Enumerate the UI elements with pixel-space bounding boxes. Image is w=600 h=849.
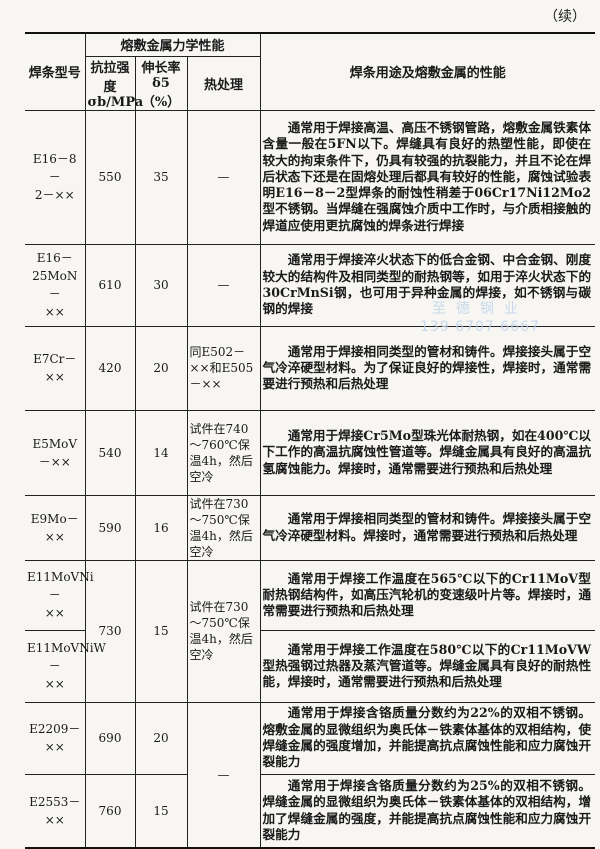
elongation-cell: 16 xyxy=(134,494,188,561)
header-description: 焊条用途及熔敷金属的性能 xyxy=(259,32,596,111)
tensile-cell: 550 xyxy=(84,109,136,245)
table-row: E16－8－ 2－×× 550 35 — 通常用于焊接高温、高压不锈钢管路，熔敷金… xyxy=(25,109,596,245)
heat-treatment-cell: 试件在730～750℃保温4h，然后空冷 xyxy=(186,559,261,703)
description-cell: 通常用于焊接工作温度在580℃以下的Cr11MoVW型热强钢过热器及蒸汽管道等。… xyxy=(259,629,596,703)
table-row: E5MoV－×× 540 14 试件在740～760℃保温4h，然后空冷 通常用… xyxy=(25,409,596,496)
model-cell: E11MoVNi－ ×× xyxy=(25,559,94,631)
model-cell: E5MoV－×× xyxy=(25,409,86,496)
watermark: 至德钢业 139 6707 6667 xyxy=(420,301,540,335)
header-heat-treatment: 热处理 xyxy=(186,55,261,111)
elongation-cell: 15 xyxy=(134,773,188,849)
tensile-cell: 420 xyxy=(84,325,136,411)
tensile-cell: 540 xyxy=(84,409,136,496)
electrode-properties-table: 焊条型号 熔敷金属力学性能 焊条用途及熔敷金属的性能 抗拉强度 σb/MPa 伸长… xyxy=(25,32,596,849)
table-row: E7Cr－×× 420 20 同E502－××和E505－×× 通常用于焊接相同… xyxy=(25,325,596,411)
description-cell: 通常用于焊接高温、高压不锈钢管路，熔敷金属铁素体含量一般在5FN以下。焊缝具有良… xyxy=(259,109,596,245)
description-cell: 通常用于焊接含铬质量分数约为25%的双相不锈钢。焊缝金属的显微组织为奥氏体－铁素… xyxy=(259,773,596,849)
heat-treatment-cell: — xyxy=(186,243,261,327)
model-cell: E16－8－ 2－×× xyxy=(25,109,86,245)
tensile-cell: 690 xyxy=(84,701,136,775)
model-cell: E16－25MoN－ ×× xyxy=(25,243,86,327)
heat-treatment-cell: 试件在730～750℃保温4h，然后空冷 xyxy=(186,494,261,561)
description-cell: 通常用于焊接工作温度在565℃以下的Cr11MoV型耐热钢结构件，如高压汽轮机的… xyxy=(259,559,596,631)
tensile-cell: 610 xyxy=(84,243,136,327)
description-cell: 通常用于焊接含铬质量分数约为22%的双相不锈钢。熔敷金属的显微组织为奥氏体－铁素… xyxy=(259,701,596,775)
model-cell: E7Cr－×× xyxy=(25,325,86,411)
model-cell: E9Mo－×× xyxy=(25,494,86,561)
header-tensile: 抗拉强度 σb/MPa xyxy=(85,55,143,111)
heat-treatment-cell: 试件在740～760℃保温4h，然后空冷 xyxy=(186,409,261,496)
description-cell: 通常用于焊接相同类型的管材和铸件。焊接接头属于空气冷淬硬型材料。焊接时，通常需要… xyxy=(259,494,596,561)
model-cell: E2209－×× xyxy=(25,701,86,775)
description-cell: 通常用于焊接Cr5Mo型珠光体耐热钢，如在400℃以下工作的高温抗腐蚀性管道等。… xyxy=(259,409,596,496)
description-cell: 通常用于焊接相同类型的管材和铸件。焊接接头属于空气冷淬硬型材料。为了保证良好的焊… xyxy=(259,325,596,411)
description-cell: 通常用于焊接淬火状态下的低合金钢、中合金钢、刚度较大的结构件及相同类型的耐热钢等… xyxy=(259,243,596,327)
elongation-cell: 20 xyxy=(134,701,188,775)
table-row: E11MoVNiW－ ×× 通常用于焊接工作温度在580℃以下的Cr11MoVW型… xyxy=(25,629,596,703)
model-cell: E2553－×× xyxy=(25,773,86,849)
elongation-cell: 20 xyxy=(134,325,188,411)
heat-treatment-cell: 同E502－××和E505－×× xyxy=(186,325,261,411)
heat-treatment-cell: — xyxy=(186,109,261,245)
table-row: E2209－×× 690 20 — 通常用于焊接含铬质量分数约为22%的双相不锈… xyxy=(25,701,596,849)
elongation-cell: 14 xyxy=(134,409,188,496)
table-row: E9Mo－×× 590 16 试件在730～750℃保温4h，然后空冷 通常用于… xyxy=(25,494,596,561)
header-elongation: 伸长率 δ5（%） xyxy=(134,55,188,111)
elongation-cell: 15 xyxy=(134,559,188,703)
header-model: 焊条型号 xyxy=(25,32,86,111)
continued-label: （续） xyxy=(544,9,586,25)
elongation-cell: 30 xyxy=(134,243,188,327)
tensile-cell: 760 xyxy=(84,773,136,849)
model-cell: E11MoVNiW－ ×× xyxy=(25,629,106,703)
header-mechanical-properties: 熔敷金属力学性能 xyxy=(84,32,261,57)
table-row: E2553－×× 760 15 通常用于焊接含铬质量分数约为25%的双相不锈钢。… xyxy=(25,773,596,849)
heat-treatment-cell: — xyxy=(186,701,261,849)
table-row: E11MoVNi－ ×× 730 15 试件在730～750℃保温4h，然后空冷 … xyxy=(25,559,596,703)
table-row: E16－25MoN－ ×× 610 30 — 通常用于焊接淬火状态下的低合金钢、中… xyxy=(25,243,596,327)
tensile-cell: 730 xyxy=(84,559,136,703)
elongation-cell: 35 xyxy=(134,109,188,245)
tensile-cell: 590 xyxy=(84,494,136,561)
